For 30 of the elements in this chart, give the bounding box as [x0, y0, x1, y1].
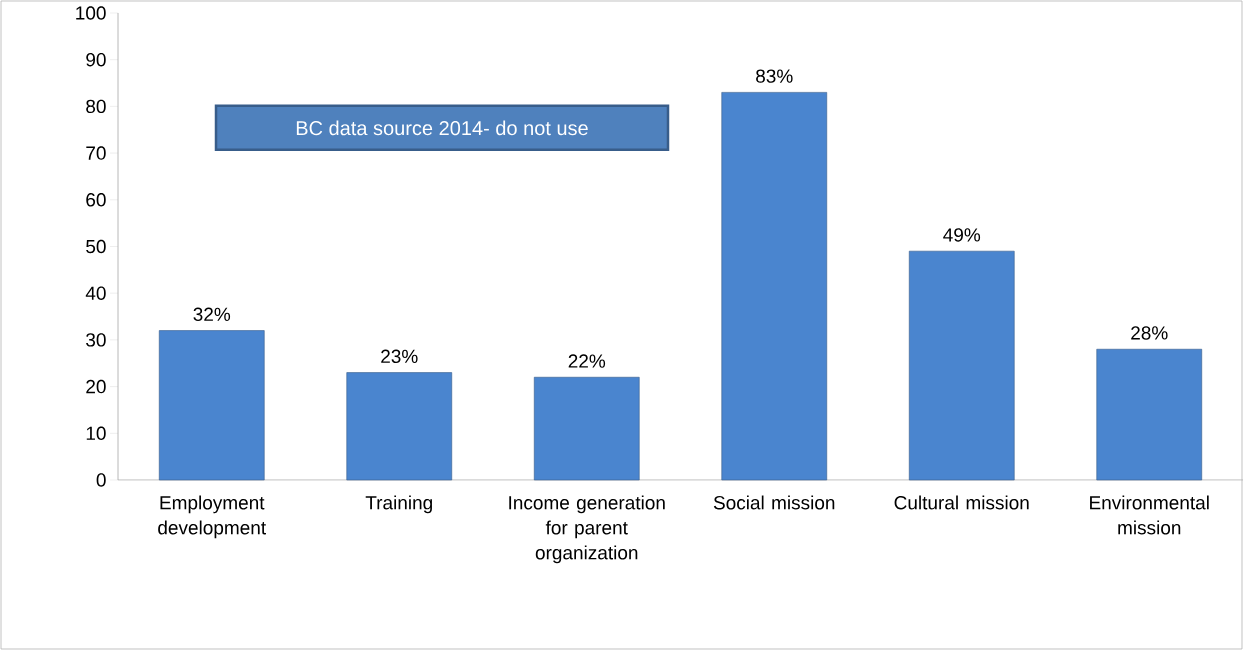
- y-tick-label: 20: [86, 379, 106, 394]
- data-label: 49%: [943, 228, 981, 242]
- y-tick-label: 40: [85, 286, 106, 300]
- y-tick-label: 50: [86, 239, 106, 254]
- x-tick-label: Income generation for parent organization: [509, 495, 665, 564]
- data-label: 22%: [568, 354, 606, 368]
- y-tick-label: 90: [86, 52, 106, 67]
- y-tick-label: 60: [86, 193, 106, 207]
- y-tick-label: 70: [86, 146, 106, 160]
- bar: [721, 92, 828, 481]
- x-tick-label: Environmental mission: [1090, 495, 1209, 535]
- annotation: BC data source 2014- do not use: [296, 120, 588, 136]
- y-tick-label: 100: [76, 6, 106, 20]
- bar: [158, 330, 265, 481]
- bar: [346, 372, 453, 481]
- data-label: 23%: [381, 349, 418, 364]
- bar: [533, 376, 640, 481]
- bar: [1096, 348, 1203, 481]
- x-tick-label: Cultural mission: [894, 495, 1029, 510]
- y-tick-label: 80: [86, 99, 106, 114]
- data-label: 28%: [1131, 326, 1168, 340]
- x-tick-label: Training: [365, 495, 432, 514]
- bar: [908, 250, 1015, 481]
- y-tick-label: 30: [86, 333, 106, 347]
- y-tick-label: 10: [86, 426, 106, 441]
- data-label: 32%: [193, 307, 231, 322]
- y-tick-label: 0: [96, 473, 106, 487]
- x-tick-label: Employment development: [158, 495, 266, 539]
- x-tick-label: Social mission: [713, 495, 835, 510]
- data-label: 83%: [756, 69, 793, 83]
